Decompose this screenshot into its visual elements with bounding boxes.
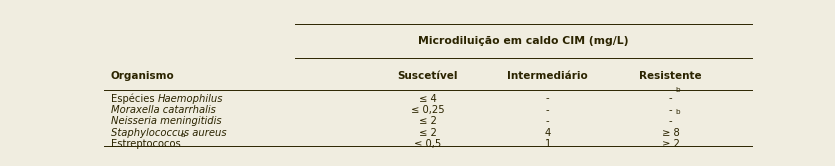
Text: Intermediário: Intermediário	[508, 71, 588, 81]
Text: Haemophilus: Haemophilus	[158, 93, 223, 104]
Text: Estreptococos: Estreptococos	[111, 139, 180, 149]
Text: a: a	[180, 132, 185, 138]
Text: ≤ 4: ≤ 4	[419, 93, 437, 104]
Text: Espécies: Espécies	[111, 93, 158, 104]
Text: ≥ 2: ≥ 2	[661, 139, 680, 149]
Text: ≤ 2: ≤ 2	[419, 127, 437, 138]
Text: Moraxella catarrhalis: Moraxella catarrhalis	[111, 105, 215, 115]
Text: Neisseria meningitidis: Neisseria meningitidis	[111, 116, 221, 126]
Text: b: b	[676, 87, 681, 93]
Text: Suscetível: Suscetível	[397, 71, 458, 81]
Text: ≤ 2: ≤ 2	[419, 116, 437, 126]
Text: Staphylococcus aureus: Staphylococcus aureus	[111, 127, 226, 138]
Text: Organismo: Organismo	[111, 71, 175, 81]
Text: -: -	[546, 116, 549, 126]
Text: -: -	[669, 105, 672, 115]
Text: -: -	[546, 105, 549, 115]
Text: 1: 1	[544, 139, 551, 149]
Text: ≥ 8: ≥ 8	[661, 127, 680, 138]
Text: -: -	[546, 93, 549, 104]
Text: Resistente: Resistente	[640, 71, 702, 81]
Text: -: -	[669, 116, 672, 126]
Text: 4: 4	[544, 127, 551, 138]
Text: b: b	[676, 109, 681, 115]
Text: Microdiluição em caldo CIM (mg/L): Microdiluição em caldo CIM (mg/L)	[418, 36, 629, 46]
Text: ≤ 0,25: ≤ 0,25	[411, 105, 445, 115]
Text: ≤ 0,5: ≤ 0,5	[414, 139, 442, 149]
Text: -: -	[669, 93, 672, 104]
